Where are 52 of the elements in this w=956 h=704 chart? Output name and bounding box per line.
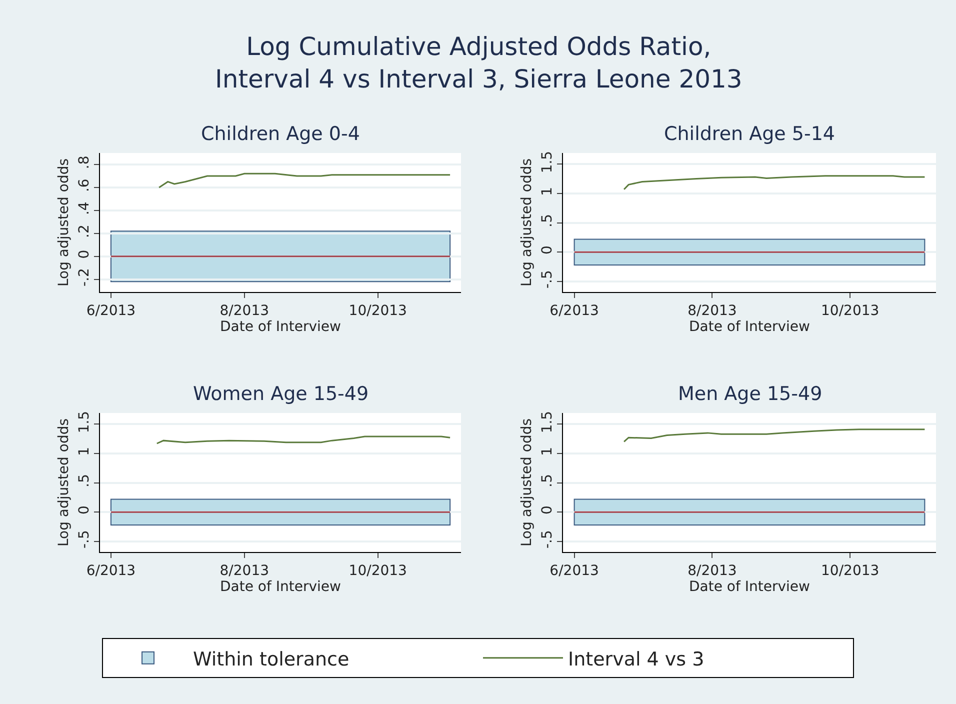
x-tick-label: 6/2013 — [86, 302, 136, 319]
y-axis-title: Log adjusted odds — [519, 418, 535, 547]
line-series — [623, 175, 926, 190]
x-tick-label: 6/2013 — [86, 562, 136, 579]
y-tick-label: 1 — [539, 446, 556, 456]
chart-title: Children Age 0-4 — [201, 123, 360, 145]
y-tick-label: 1.5 — [76, 410, 92, 434]
chart-title: Children Age 5-14 — [664, 123, 835, 145]
y-tick-label: .5 — [539, 214, 556, 228]
text: Log Cumulative Adjusted Odds Ratio, Interval 4 vs Interval 3, Sierra Leone 2013 — [215, 32, 742, 94]
y-tick-label: -.5 — [76, 530, 92, 549]
y-tick-label: .4 — [76, 202, 92, 216]
y-tick-label: 1 — [539, 186, 556, 196]
x-tick-label: 8/2013 — [688, 302, 737, 319]
y-axis-title: Log adjusted odds — [56, 418, 72, 547]
x-axis-title: Date of Interview — [689, 578, 810, 595]
x-tick-label: 10/2013 — [821, 302, 880, 319]
y-tick-label: -.5 — [539, 530, 556, 549]
x-axis-title: Date of Interview — [220, 318, 341, 335]
x-tick-label: 6/2013 — [550, 302, 599, 319]
legend-label: Interval 4 vs 3 — [568, 648, 704, 670]
y-tick-label: 0 — [76, 250, 92, 259]
x-axis-title: Date of Interview — [220, 578, 341, 595]
y-tick-label: -.5 — [539, 270, 556, 289]
y-tick-label: 1.5 — [539, 150, 556, 174]
y-axis-title: Log adjusted odds — [519, 158, 535, 287]
chart-title: Men Age 15-49 — [678, 383, 822, 405]
y-tick-label: 1 — [76, 446, 92, 456]
y-axis-title: Log adjusted odds — [56, 158, 72, 287]
line-series — [156, 436, 451, 444]
y-tick-label: 0 — [539, 246, 556, 254]
y-tick-label: .2 — [76, 224, 92, 238]
x-tick-label: 8/2013 — [220, 302, 270, 319]
line-series — [623, 428, 926, 442]
x-tick-label: 10/2013 — [348, 302, 407, 319]
x-tick-label: 10/2013 — [348, 562, 407, 579]
y-tick-label: 0 — [539, 506, 556, 514]
y-tick-label: -.2 — [76, 268, 92, 286]
chart-title: Women Age 15-49 — [193, 383, 369, 405]
y-tick-label: .5 — [76, 474, 92, 488]
y-tick-label: .5 — [539, 474, 556, 488]
x-axis-title: Date of Interview — [689, 318, 810, 335]
y-tick-label: 1.5 — [539, 410, 556, 434]
y-tick-label: .8 — [76, 156, 92, 170]
y-tick-label: .6 — [76, 178, 92, 192]
x-tick-label: 8/2013 — [688, 562, 737, 579]
legend-label: Within tolerance — [193, 648, 350, 670]
x-tick-label: 8/2013 — [220, 562, 270, 579]
y-tick-label: 0 — [76, 506, 92, 514]
x-tick-label: 10/2013 — [821, 562, 880, 579]
x-tick-label: 6/2013 — [550, 562, 599, 579]
line-series — [158, 172, 451, 188]
